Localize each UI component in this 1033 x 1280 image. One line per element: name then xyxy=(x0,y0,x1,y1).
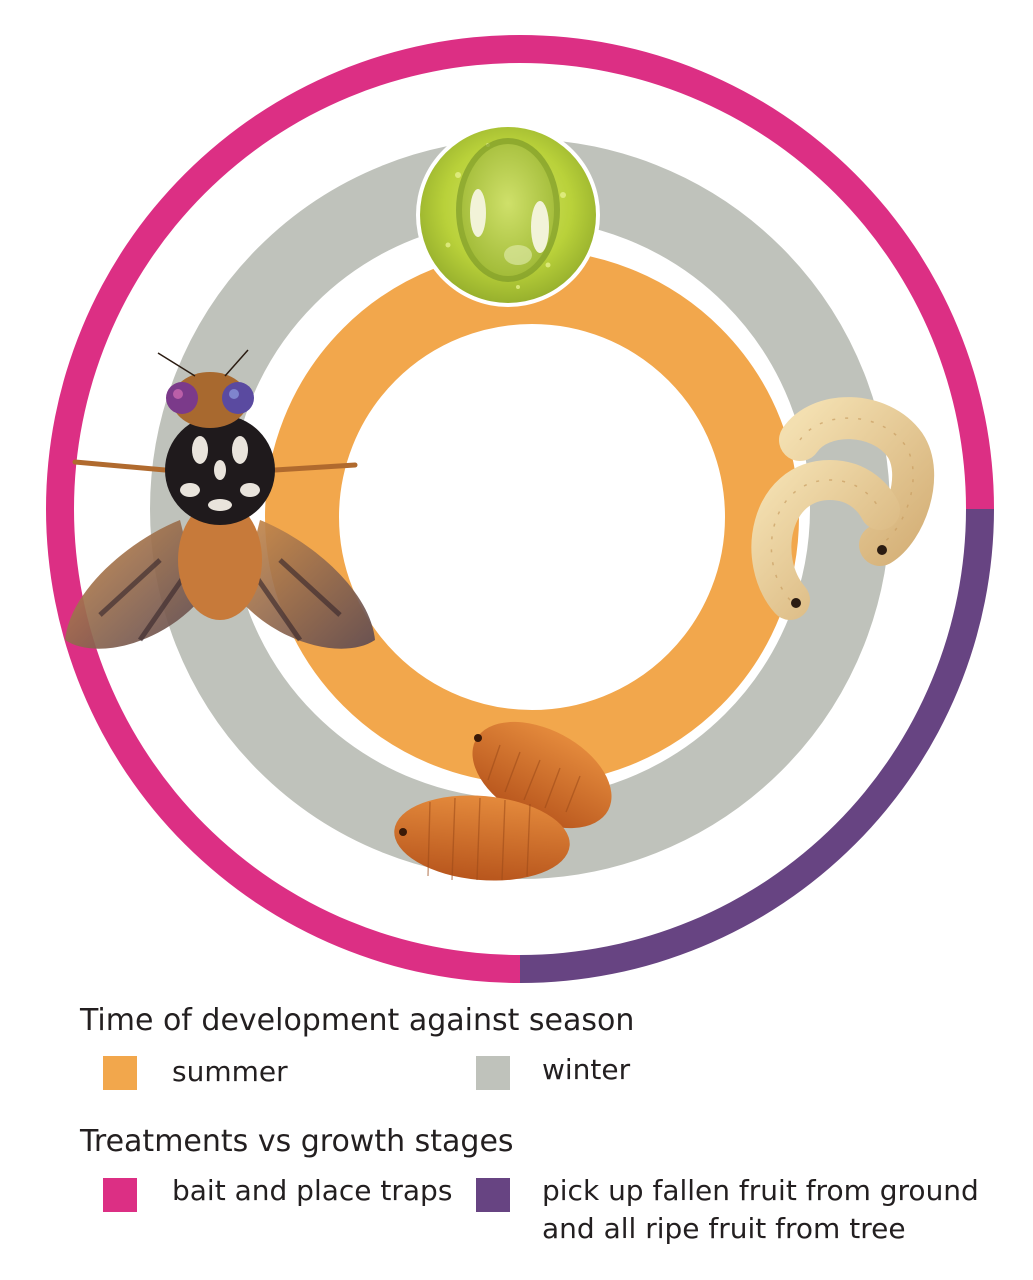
bait-traps-label: bait and place traps xyxy=(172,1174,453,1207)
pick-up-fruit-ring-segment xyxy=(520,509,994,983)
egg-on-leaf-icon xyxy=(416,123,600,307)
development-legend-title: Time of development against season xyxy=(80,1003,635,1038)
pick-up-fruit-label-line2: and all ripe fruit from tree xyxy=(542,1212,906,1245)
bait-traps-swatch xyxy=(103,1178,137,1212)
larvae-icon xyxy=(751,397,935,620)
pick-up-fruit-swatch xyxy=(476,1178,510,1212)
treatments-legend-title: Treatments vs growth stages xyxy=(80,1124,514,1159)
lifecycle-diagram xyxy=(46,35,994,983)
winter-swatch xyxy=(476,1056,510,1090)
fruit-fly-icon xyxy=(65,349,375,649)
pick-up-fruit-label-line1: pick up fallen fruit from ground xyxy=(542,1174,979,1207)
summer-development-ring xyxy=(265,250,799,784)
summer-swatch xyxy=(103,1056,137,1090)
pupae-icon xyxy=(394,721,612,881)
summer-label: summer xyxy=(172,1055,288,1088)
bait-traps-ring-segment xyxy=(520,35,994,509)
winter-label: winter xyxy=(542,1053,631,1086)
